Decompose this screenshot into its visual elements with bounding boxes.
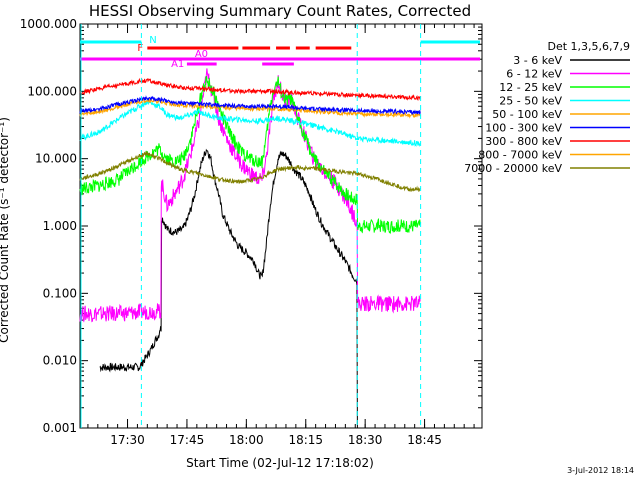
- chart-title: HESSI Observing Summary Count Rates, Cor…: [89, 2, 471, 20]
- legend-label: 6 - 12 keV: [506, 68, 562, 81]
- series-line: [79, 97, 421, 119]
- x-tick-label: 18:45: [407, 433, 442, 447]
- x-tick-label: 17:45: [170, 433, 205, 447]
- plot-area: 0.001 0.010 0.100 1.000 10.000 100.000 1000.00…: [20, 17, 483, 447]
- series-line: [79, 68, 421, 323]
- y-tick-label: 10.000: [35, 152, 77, 166]
- series-line: [79, 75, 421, 235]
- x-tick-label: 18:00: [229, 433, 264, 447]
- x-tick-label: 18:15: [288, 433, 323, 447]
- y-tick-label: 1000.000: [20, 17, 77, 31]
- legend-label: 7000 - 20000 keV: [464, 162, 562, 175]
- legend-label: 3 - 6 keV: [513, 54, 562, 67]
- legend-title: Det 1,3,5,6,7,9: [547, 40, 630, 53]
- timestamp: 3-Jul-2012 18:14: [567, 466, 634, 475]
- night-label: N: [149, 35, 156, 46]
- legend-label: 12 - 25 keV: [499, 81, 562, 94]
- series-line: [79, 95, 421, 116]
- flag-label-A0: A0: [195, 49, 208, 60]
- legend-label: 800 - 7000 keV: [478, 149, 562, 162]
- series-line: [79, 151, 421, 193]
- x-tick-label: 17:30: [110, 433, 145, 447]
- series-line: [99, 148, 359, 429]
- series-line: [79, 77, 421, 101]
- legend-label: 100 - 300 keV: [485, 122, 562, 135]
- y-tick-label: 0.010: [43, 354, 77, 368]
- legend-label: 50 - 100 keV: [492, 108, 562, 121]
- flag-label-F: F: [137, 43, 143, 54]
- flag-label-A1: A1: [171, 59, 184, 70]
- x-axis-label: Start Time (02-Jul-12 17:18:02): [186, 456, 374, 470]
- y-axis-label: Corrected Count Rate (s⁻¹ detector⁻¹): [0, 117, 11, 343]
- y-tick-label: 100.000: [27, 84, 77, 98]
- y-tick-label: 1.000: [43, 219, 77, 233]
- legend-label: 300 - 800 keV: [485, 135, 562, 148]
- y-tick-label: 0.001: [43, 421, 77, 435]
- legend-label: 25 - 50 keV: [499, 95, 562, 108]
- x-tick-label: 18:30: [348, 433, 383, 447]
- y-tick-label: 0.100: [43, 286, 77, 300]
- series-line: [79, 99, 421, 148]
